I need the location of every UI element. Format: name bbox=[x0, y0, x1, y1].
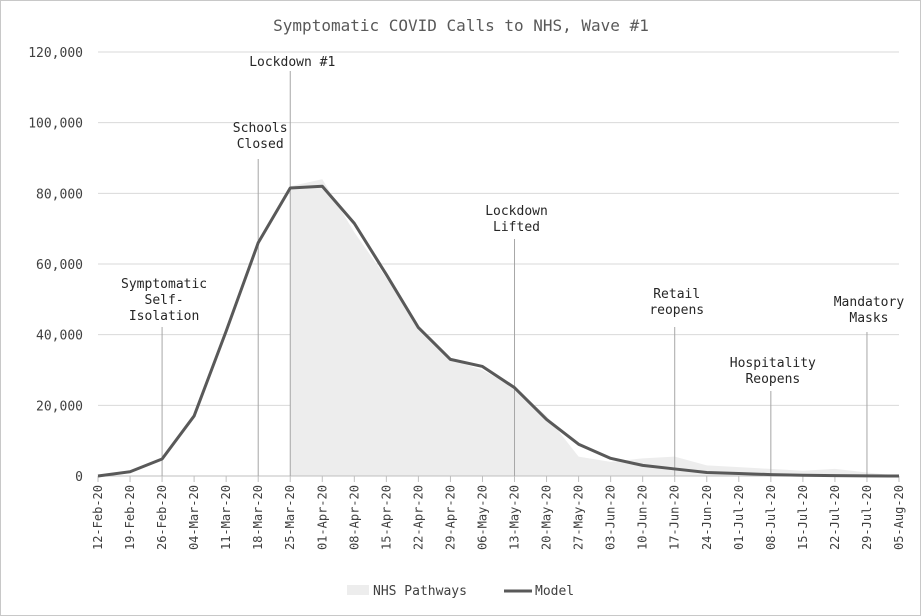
y-tick-label: 80,000 bbox=[36, 187, 83, 202]
model-line-layer bbox=[97, 184, 900, 478]
legend-swatch-nhs-pathways bbox=[347, 585, 369, 595]
chart-title: Symptomatic COVID Calls to NHS, Wave #1 bbox=[273, 16, 649, 35]
x-tick-label: 10-Jun-20 bbox=[636, 485, 650, 550]
x-tick-label: 11-Mar-20 bbox=[219, 485, 233, 550]
legend: NHS Pathways Model bbox=[347, 584, 574, 599]
x-tick-label: 04-Mar-20 bbox=[187, 485, 201, 550]
x-tick-label: 03-Jun-20 bbox=[604, 485, 618, 550]
annotation-lines bbox=[161, 71, 868, 476]
nhs-pathways-area bbox=[290, 179, 899, 476]
x-tick-label: 18-Mar-20 bbox=[251, 485, 265, 550]
x-tick-label: 22-Apr-20 bbox=[411, 485, 425, 550]
x-axis bbox=[97, 475, 900, 482]
annotation-label: Retail reopens bbox=[649, 287, 704, 318]
x-tick-label: 13-May-20 bbox=[508, 485, 522, 550]
annotation-label: Lockdown Lifted bbox=[485, 204, 548, 235]
x-tick-label: 27-May-20 bbox=[572, 485, 586, 550]
x-tick-label: 08-Apr-20 bbox=[347, 485, 361, 550]
y-tick-label: 100,000 bbox=[28, 117, 83, 132]
x-tick-label: 06-May-20 bbox=[475, 485, 489, 550]
x-tick-label: 24-Jun-20 bbox=[700, 485, 714, 550]
x-axis-tick-labels: 12-Feb-20 19-Feb-20 26-Feb-20 04-Mar-20 11-M… bbox=[91, 485, 906, 550]
y-axis-tick-labels: 0 20,000 40,000 60,000 80,000 100,000 120,000 bbox=[28, 46, 83, 485]
annotation-labels: Symptomatic Self-Isolation Schools Closed Lo… bbox=[121, 55, 904, 387]
x-tick-label: 17-Jun-20 bbox=[668, 485, 682, 550]
annotation-label: Symptomatic Self-Isolation bbox=[121, 277, 207, 324]
nhs-pathways-area-layer bbox=[290, 179, 899, 476]
annotation-label: Schools Closed bbox=[233, 121, 288, 152]
x-tick-label: 12-Feb-20 bbox=[91, 485, 105, 550]
y-tick-label: 40,000 bbox=[36, 329, 83, 344]
x-tick-label: 08-Jul-20 bbox=[764, 485, 778, 550]
legend-label-nhs-pathways: NHS Pathways bbox=[373, 584, 467, 599]
y-tick-label: 60,000 bbox=[36, 258, 83, 273]
gridlines bbox=[98, 51, 899, 406]
x-tick-label: 22-Jul-20 bbox=[828, 485, 842, 550]
y-tick-label: 20,000 bbox=[36, 399, 83, 414]
model-line bbox=[97, 184, 900, 478]
x-tick-label: 29-Apr-20 bbox=[443, 485, 457, 550]
x-tick-label: 05-Aug-20 bbox=[892, 485, 906, 550]
y-tick-label: 120,000 bbox=[28, 46, 83, 61]
x-tick-label: 01-Jul-20 bbox=[732, 485, 746, 550]
x-tick-label: 20-May-20 bbox=[540, 485, 554, 550]
x-tick-label: 15-Jul-20 bbox=[796, 485, 810, 550]
annotation-label: Mandatory Masks bbox=[834, 295, 905, 326]
annotation-label: Hospitality Reopens bbox=[730, 356, 816, 387]
x-tick-label: 15-Apr-20 bbox=[379, 485, 393, 550]
x-tick-label: 25-Mar-20 bbox=[283, 485, 297, 550]
annotation-label: Lockdown #1 bbox=[249, 55, 335, 70]
x-tick-label: 26-Feb-20 bbox=[155, 485, 169, 550]
x-tick-label: 01-Apr-20 bbox=[315, 485, 329, 550]
x-tick-label: 19-Feb-20 bbox=[123, 485, 137, 550]
x-tick-label: 29-Jul-20 bbox=[860, 485, 874, 550]
legend-label-model: Model bbox=[535, 584, 574, 599]
y-tick-label: 0 bbox=[75, 470, 83, 485]
